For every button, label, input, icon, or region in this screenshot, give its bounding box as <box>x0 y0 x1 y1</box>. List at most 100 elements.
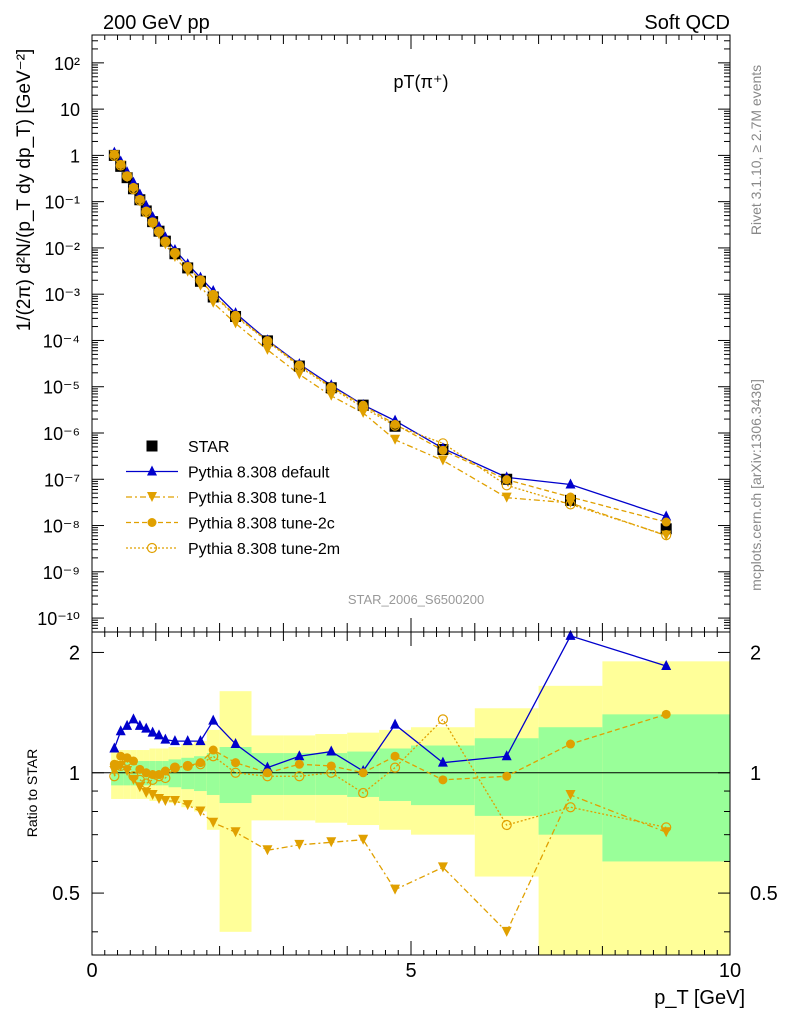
ratio-point-11 <box>195 735 206 746</box>
ratio-point-14 <box>262 771 273 782</box>
band-inner <box>206 753 220 795</box>
model-point-1 <box>116 159 126 169</box>
ratio-axis-label: Ratio to STAR <box>24 749 40 837</box>
model-point-12 <box>208 289 218 299</box>
ratio-point-13 <box>231 758 241 768</box>
ratio-point-20 <box>501 926 512 937</box>
model-point-17 <box>358 407 369 418</box>
x-tick-label: 5 <box>405 960 416 982</box>
y-tick-label: 10⁻¹ <box>44 193 80 213</box>
legend-marker-1 <box>147 465 157 476</box>
side-label-mcplots: mcplots.cern.ch [arXiv:1306.3436] <box>748 379 764 591</box>
ratio-plot-frame <box>91 631 731 956</box>
model-point-18 <box>390 434 401 445</box>
ratio-point-19 <box>437 714 448 725</box>
model-point-10 <box>182 262 193 273</box>
model-point-8 <box>160 236 170 246</box>
model-point-22 <box>661 510 672 521</box>
model-point-21 <box>565 499 576 510</box>
y-tick-label: 10⁻² <box>44 239 80 259</box>
y-tick-label: 10⁻⁹ <box>43 563 80 583</box>
band-inner <box>602 714 730 862</box>
ratio-point-22 <box>661 709 671 719</box>
model-point-17 <box>358 400 368 410</box>
legend-label: Pythia 8.308 tune-2c <box>188 516 335 533</box>
model-point-7 <box>154 226 164 236</box>
band-outer <box>219 691 252 932</box>
ratio-point-17 <box>358 834 369 845</box>
ratio-point-15 <box>294 839 305 850</box>
x-tick-label: 0 <box>86 960 97 982</box>
axis-ticks: 10⁻¹⁰ 10⁻⁹ 10⁻⁸ 10⁻⁷ 10⁻⁶ 10⁻⁵ 10⁻⁴ 10⁻³ 10⁻² 10⁻… <box>37 34 778 982</box>
legend-label: STAR <box>188 439 229 456</box>
model-point-14 <box>262 344 273 355</box>
ratio-point-20 <box>502 771 512 781</box>
ratio-point-15 <box>294 759 304 769</box>
model-point-19 <box>437 455 448 466</box>
series-line-main <box>113 152 667 518</box>
model-point-14 <box>262 336 272 346</box>
data-marks <box>108 146 672 937</box>
model-point-22 <box>661 530 672 541</box>
legend-label: Pythia 8.308 default <box>188 465 330 482</box>
model-point-2 <box>121 171 133 182</box>
star-point-22 <box>660 523 672 535</box>
ratio-point-6 <box>147 789 158 800</box>
ratio-point-7 <box>153 771 165 782</box>
model-point-8 <box>160 236 171 247</box>
ratio-point-6 <box>147 774 158 785</box>
model-point-6 <box>148 217 158 227</box>
ratio-point-8 <box>160 795 171 806</box>
ratio-point-18 <box>390 751 400 761</box>
model-point-13 <box>230 311 241 322</box>
ratio-point-10 <box>183 761 193 771</box>
ratio-point-19 <box>437 862 448 873</box>
model-point-15 <box>294 369 305 380</box>
ratio-point-20 <box>501 750 512 761</box>
model-point-22 <box>661 517 671 527</box>
chart-title: pT(π⁺) <box>394 72 449 92</box>
model-point-21 <box>565 478 576 489</box>
model-point-19 <box>438 445 448 455</box>
ratio-tick-label: 0.5 <box>52 883 80 905</box>
model-point-16 <box>326 390 337 401</box>
ratio-point-21 <box>565 789 576 800</box>
ratio-point-13 <box>230 767 241 778</box>
model-point-5 <box>141 207 152 218</box>
model-point-3 <box>128 184 139 195</box>
y-tick-label: 10² <box>54 54 80 74</box>
model-point-16 <box>326 382 337 393</box>
ratio-point-22 <box>661 822 672 833</box>
ratio-point-21 <box>565 629 576 640</box>
model-point-6 <box>147 217 158 228</box>
ratio-point-19 <box>437 756 448 767</box>
legend-marker-2 <box>147 492 157 502</box>
legend-label: Pythia 8.308 tune-2m <box>188 541 340 558</box>
model-point-7 <box>153 226 165 237</box>
legend: STAR Pythia 8.308 default Pythia 8.308 tun… <box>126 439 340 558</box>
model-point-11 <box>195 275 205 285</box>
ratio-point-21 <box>566 739 575 749</box>
ratio-tick-label: 0.5 <box>750 883 778 905</box>
model-point-10 <box>183 262 193 272</box>
ratio-tick-label: 1 <box>69 763 80 785</box>
y-tick-label: 10 <box>60 100 80 120</box>
ratio-point-13 <box>230 738 241 749</box>
ratio-point-16 <box>326 837 337 848</box>
model-point-9 <box>169 248 181 259</box>
ratio-point-1 <box>115 725 126 736</box>
ratio-point-12 <box>208 714 219 725</box>
model-point-4 <box>134 195 145 206</box>
model-point-20 <box>501 480 512 491</box>
ratio-point-8 <box>160 772 171 784</box>
legend-marker-4 <box>146 542 158 554</box>
ratio-point-9 <box>169 762 181 773</box>
ratio-point-2 <box>122 719 133 730</box>
ratio-point-4 <box>134 719 145 730</box>
ratio-point-2 <box>121 755 133 767</box>
ratio-point-0 <box>109 742 120 753</box>
band-inner <box>411 745 475 806</box>
ratio-point-22 <box>661 659 672 670</box>
model-point-20 <box>501 492 512 503</box>
side-label-rivet: Rivet 3.1.10, ≥ 2.7M events <box>748 65 764 235</box>
